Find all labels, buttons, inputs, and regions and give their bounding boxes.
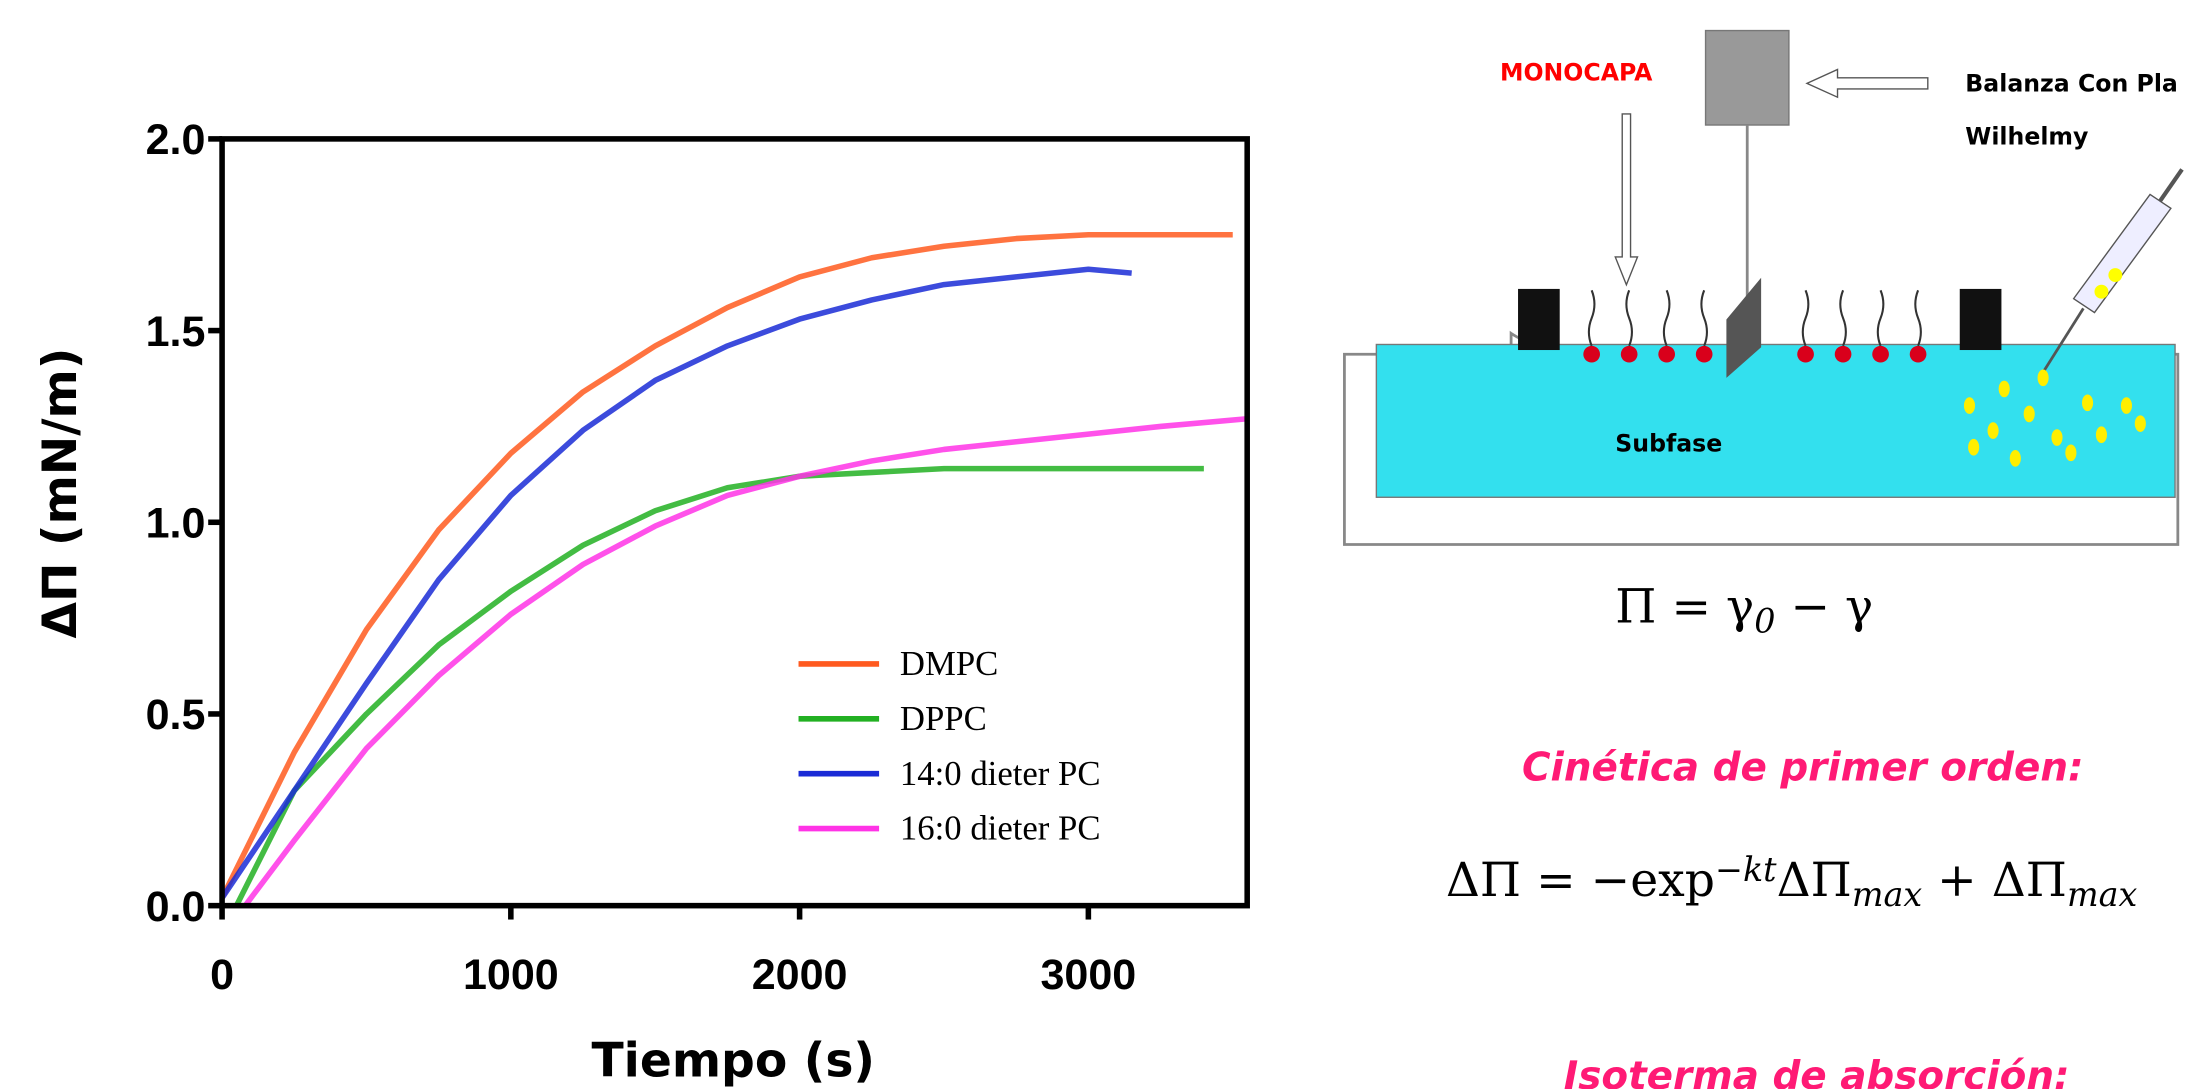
subphase-label: Subfase bbox=[1615, 429, 1722, 457]
y-tick-label: 1.0 bbox=[146, 500, 206, 548]
equation: ΔΠ = −exp−ktΔΠmax + ΔΠmax bbox=[1446, 850, 2138, 914]
equation-part: 0 bbox=[1754, 601, 1775, 640]
x-tick-label: 1000 bbox=[463, 951, 559, 999]
x-tick-label: 2000 bbox=[752, 951, 848, 999]
subphase bbox=[1375, 343, 2176, 498]
kinetics-title: Cinética de primer orden: bbox=[1522, 746, 2084, 791]
y-tick-label: 0.5 bbox=[146, 691, 206, 739]
y-tick-label: 2.0 bbox=[146, 116, 206, 164]
isotherm-title: Isoterma de absorción: bbox=[1564, 1054, 2070, 1089]
data-line bbox=[219, 266, 1132, 900]
wilhelmy-plate bbox=[1726, 277, 1762, 378]
equation-part: max bbox=[1852, 875, 1922, 914]
data-line bbox=[242, 415, 1248, 908]
x-tick-label: 0 bbox=[210, 951, 234, 999]
legend-label: 14:0 dieter PC bbox=[900, 754, 1101, 793]
molecules bbox=[1583, 345, 1927, 363]
equation-part: + ΔΠ bbox=[1922, 853, 2067, 908]
plot-frame bbox=[219, 136, 1250, 909]
tails bbox=[1587, 289, 1922, 347]
x-axis-label: Tiempo (s) bbox=[591, 1033, 875, 1088]
equation-part: ΔΠ = −exp bbox=[1446, 853, 1715, 908]
data-line bbox=[234, 465, 1204, 907]
data-line bbox=[219, 231, 1233, 900]
balance-label: Balanza Con Pla bbox=[1965, 70, 2178, 98]
y-tick-label: 1.5 bbox=[146, 308, 206, 356]
equation-part: −kt bbox=[1715, 850, 1777, 889]
monolayer-label: MONOCAPA bbox=[1500, 59, 1653, 87]
legend-label: DPPC bbox=[900, 699, 987, 738]
equation-part: − γ bbox=[1775, 579, 1873, 634]
balance-label: Wilhelmy bbox=[1965, 122, 2088, 150]
equation: Π = γ0 − γ bbox=[1615, 579, 1873, 640]
syringe bbox=[2041, 168, 2184, 374]
barrier bbox=[1518, 288, 1560, 351]
barrier bbox=[1959, 288, 2002, 351]
arrow bbox=[1805, 68, 1929, 99]
injected-particles bbox=[1963, 369, 2146, 467]
x-tick-label: 3000 bbox=[1040, 951, 1136, 999]
equation-part: ΔΠ bbox=[1777, 853, 1852, 908]
legend-label: 16:0 dieter PC bbox=[900, 809, 1101, 848]
legend-label: DMPC bbox=[900, 644, 998, 683]
balance bbox=[1704, 29, 1790, 126]
arrow bbox=[1614, 113, 1639, 287]
equation-part: max bbox=[2067, 875, 2137, 914]
y-tick-label: 0.0 bbox=[146, 883, 206, 931]
trough-diagram: MONOCAPA Balanza Con Pla Wilhelmy Subfas… bbox=[1343, 29, 2184, 1089]
y-axis-label: ΔΠ (mN/m) bbox=[33, 348, 88, 639]
equation-part: Π = γ bbox=[1615, 579, 1754, 634]
